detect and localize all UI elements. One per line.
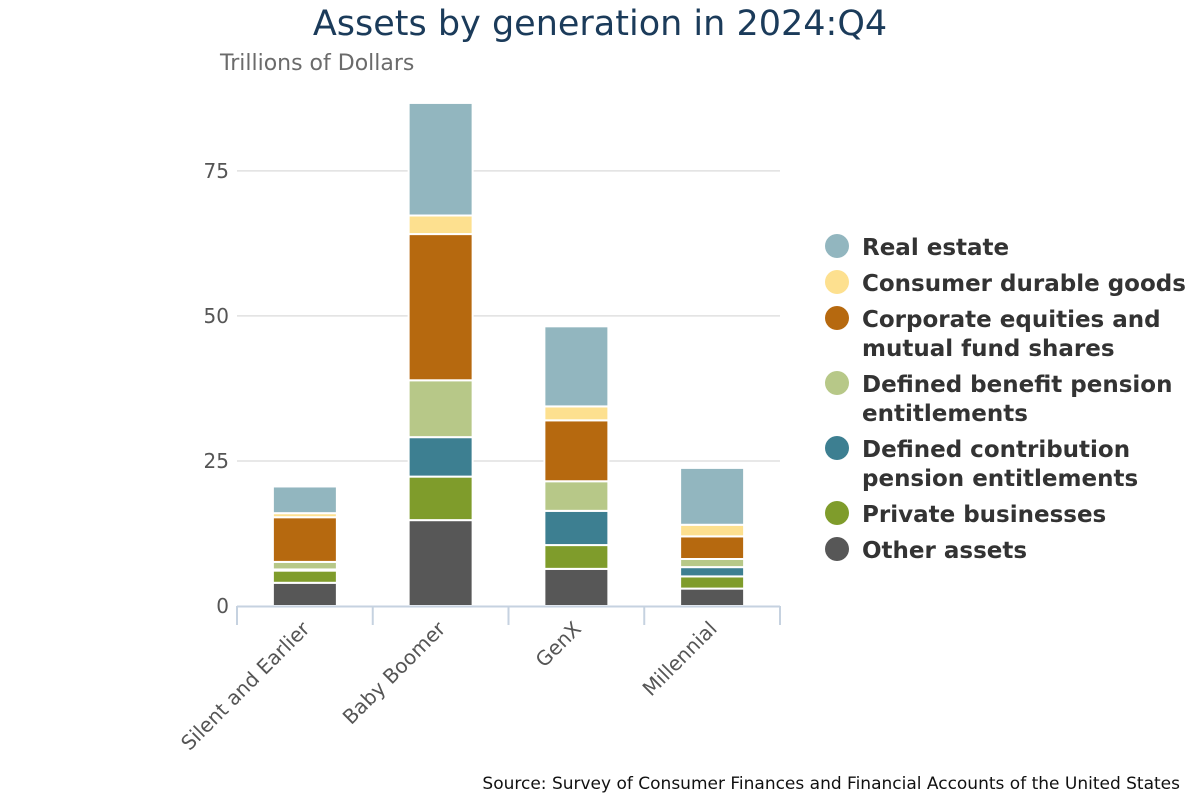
legend-marker — [825, 436, 849, 460]
bar-segment-corporate-equities-and-mutual-fund-shares[interactable] — [407, 233, 474, 382]
legend-item-consumer-durable-goods[interactable]: Consumer durable goods — [825, 270, 1186, 297]
y-tick-label: 50 — [204, 304, 229, 328]
bar-segment-defined-benefit-pension-entitlements[interactable] — [407, 379, 474, 439]
legend-item-defined-contribution-pension-entitlements[interactable]: Defined contribution pension entitlements — [825, 436, 1138, 492]
axes: 0 25 50 75 Silent and Earlier Baby Boomer GenX… — [176, 159, 781, 755]
legend-marker — [825, 537, 849, 561]
gridlines — [237, 170, 780, 462]
y-axis-unit-label: Trillions of Dollars — [219, 51, 414, 76]
y-tick-label: 25 — [204, 449, 229, 473]
bar-segment-corporate-equities-and-mutual-fund-shares[interactable] — [679, 535, 746, 561]
legend-label: Consumer durable goods — [862, 271, 1186, 297]
bar-segment-other-assets[interactable] — [543, 567, 610, 607]
bar-segment-defined-benefit-pension-entitlements[interactable] — [679, 558, 746, 569]
bar-stack-baby-boomer — [407, 101, 474, 608]
x-tick-label: GenX — [531, 616, 586, 671]
chart-title: Assets by generation in 2024:Q4 — [313, 4, 887, 44]
x-tick-label: Silent and Earlier — [176, 616, 315, 755]
bar-stack-genx — [543, 325, 610, 607]
legend-marker — [825, 501, 849, 525]
legend-label: Defined contribution pension entitlements — [862, 437, 1138, 492]
bar-stack-silent-and-earlier — [271, 485, 338, 608]
bar-segment-defined-contribution-pension-entitlements[interactable] — [679, 566, 746, 578]
legend-label: Private businesses — [862, 502, 1106, 528]
bar-segment-consumer-durable-goods[interactable] — [407, 214, 474, 236]
legend-label: Corporate equities and mutual fund shares — [862, 307, 1161, 362]
legend-label: Other assets — [862, 538, 1027, 564]
bar-segment-corporate-equities-and-mutual-fund-shares[interactable] — [271, 516, 338, 563]
bar-segment-defined-benefit-pension-entitlements[interactable] — [271, 560, 338, 571]
y-tick-label: 75 — [204, 159, 229, 183]
bars — [271, 101, 746, 608]
source-note: Source: Survey of Consumer Finances and … — [482, 774, 1180, 794]
bar-segment-consumer-durable-goods[interactable] — [679, 523, 746, 538]
bar-segment-real-estate[interactable] — [407, 101, 474, 217]
bar-segment-corporate-equities-and-mutual-fund-shares[interactable] — [543, 419, 610, 483]
legend-item-defined-benefit-pension-entitlements[interactable]: Defined benefit pension entitlements — [825, 371, 1172, 427]
legend-marker — [825, 371, 849, 395]
legend-item-real-estate[interactable]: Real estate — [825, 234, 1009, 261]
legend-item-corporate-equities-and-mutual-fund-shares[interactable]: Corporate equities and mutual fund shares — [825, 306, 1161, 362]
legend-marker — [825, 234, 849, 258]
bar-segment-defined-contribution-pension-entitlements[interactable] — [543, 509, 610, 547]
legend-item-private-businesses[interactable]: Private businesses — [825, 501, 1106, 528]
bar-segment-other-assets[interactable] — [407, 519, 474, 608]
legend-marker — [825, 306, 849, 330]
bar-segment-real-estate[interactable] — [271, 485, 338, 515]
bar-segment-other-assets[interactable] — [271, 581, 338, 608]
bar-segment-other-assets[interactable] — [679, 587, 746, 607]
legend-item-other-assets[interactable]: Other assets — [825, 537, 1027, 564]
x-tick-label: Baby Boomer — [338, 616, 451, 729]
y-tick-label: 0 — [216, 594, 229, 618]
legend-label: Real estate — [862, 235, 1009, 261]
legend: Real estate Consumer durable goods Corpora… — [825, 234, 1186, 564]
bar-segment-defined-contribution-pension-entitlements[interactable] — [407, 436, 474, 478]
bar-segment-private-businesses[interactable] — [543, 544, 610, 570]
legend-label: Defined benefit pension entitlements — [862, 372, 1172, 427]
bar-segment-consumer-durable-goods[interactable] — [543, 405, 610, 422]
bar-segment-real-estate[interactable] — [679, 466, 746, 526]
bar-segment-private-businesses[interactable] — [407, 475, 474, 522]
legend-marker — [825, 270, 849, 294]
bar-segment-defined-benefit-pension-entitlements[interactable] — [543, 480, 610, 512]
bar-segment-private-businesses[interactable] — [271, 569, 338, 584]
bar-segment-real-estate[interactable] — [543, 325, 610, 408]
bar-segment-private-businesses[interactable] — [679, 575, 746, 590]
x-tick-label: Millennial — [638, 617, 722, 701]
bar-stack-millennial — [679, 466, 746, 607]
